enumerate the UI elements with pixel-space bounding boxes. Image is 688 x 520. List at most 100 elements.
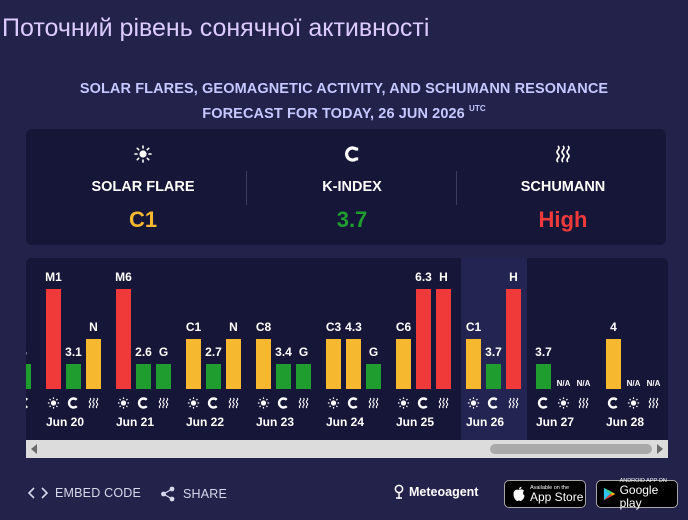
sun-ray xyxy=(469,405,472,408)
sun-ray xyxy=(469,398,472,401)
google-play-text: ANDROID APP ON Google play xyxy=(620,478,677,510)
wave-line xyxy=(165,397,169,409)
wave-line xyxy=(512,397,515,409)
sun-ray xyxy=(405,405,408,408)
meteoagent-label: Meteoagent xyxy=(409,485,479,499)
sun-core xyxy=(50,400,57,406)
wave-line xyxy=(508,397,512,409)
summary-solar-flare-label: SOLAR FLARE xyxy=(91,179,195,195)
magnet-icon xyxy=(487,397,498,409)
wave-line xyxy=(235,397,239,409)
sun-core xyxy=(190,400,197,406)
sun-ray xyxy=(565,398,568,401)
date-label: Jun 27 xyxy=(536,415,574,429)
sun-ray xyxy=(559,405,562,408)
subtitle-date: FORECAST FOR TODAY, 26 JUN 2026 xyxy=(202,106,465,122)
wave-line xyxy=(578,397,582,409)
bar-k xyxy=(606,339,621,389)
sun-icon xyxy=(117,397,130,409)
share-button[interactable]: SHARE xyxy=(160,486,227,502)
bar-label: G xyxy=(369,345,378,359)
magnet-arc xyxy=(137,397,148,409)
bar-label-na: N/A xyxy=(647,379,661,388)
wave-line xyxy=(298,397,302,409)
sun-icon xyxy=(397,397,410,409)
meteoagent-link[interactable]: Meteoagent xyxy=(393,484,478,500)
date-label: Jun 23 xyxy=(256,415,294,429)
scroll-right-arrow-icon[interactable] xyxy=(657,444,663,454)
sun-ray xyxy=(195,398,198,401)
sun-ray xyxy=(119,405,122,408)
date-label: Jun 22 xyxy=(186,415,224,429)
sun-icon xyxy=(47,397,60,409)
app-store-big: App Store xyxy=(530,489,584,504)
bar-label: M6 xyxy=(115,270,132,284)
waves-icon xyxy=(460,144,666,164)
today-summary-panel: SOLAR FLARE C1 K-INDEX 3.7 SCHUMANN High xyxy=(26,129,666,245)
google-play-small: ANDROID APP ON xyxy=(619,478,667,484)
bar-k xyxy=(486,364,501,389)
wave-line xyxy=(302,397,305,409)
magnet-icon xyxy=(537,397,548,409)
waves-icon xyxy=(298,397,309,409)
sun-ray xyxy=(329,405,332,408)
bar-schumann xyxy=(156,364,171,389)
wave-line xyxy=(442,397,445,409)
bar-label: C8 xyxy=(256,320,272,334)
bar-label: 4.3 xyxy=(345,320,362,334)
magnet-arc xyxy=(347,397,358,409)
sun-ray xyxy=(635,398,638,401)
bar-flare xyxy=(46,289,61,389)
sun-core xyxy=(400,400,407,406)
wave-line xyxy=(585,397,589,409)
wave-line xyxy=(582,397,585,409)
apple-icon xyxy=(513,486,525,501)
app-store-badge[interactable]: Available on the App Store xyxy=(504,480,586,508)
sun-ray xyxy=(49,398,52,401)
bar-label: C3 xyxy=(326,320,342,334)
wave-line xyxy=(648,397,652,409)
sun-ray xyxy=(405,398,408,401)
sun-icon xyxy=(26,144,260,164)
sun-ray xyxy=(629,398,632,401)
waves-icon xyxy=(438,397,449,409)
wave-line xyxy=(515,397,519,409)
embed-code-button[interactable]: EMBED CODE xyxy=(28,486,141,500)
bar-label: G xyxy=(299,345,308,359)
waves-icon xyxy=(158,397,169,409)
subtitle-timezone: UTC xyxy=(468,104,486,113)
page-title: Поточний рівень сонячної активності xyxy=(2,14,430,42)
scroll-left-arrow-icon[interactable] xyxy=(31,444,37,454)
waves-icon xyxy=(648,397,659,409)
magnet-icon xyxy=(244,144,460,164)
sun-icon xyxy=(257,397,270,409)
bar-label: 6.3 xyxy=(415,270,432,284)
wave-line xyxy=(162,397,165,409)
magnet-arc xyxy=(207,397,218,409)
bar-label: 4 xyxy=(610,320,617,334)
bar-label-na: N/A xyxy=(557,379,571,388)
bar-flare xyxy=(396,339,411,389)
scroll-thumb[interactable] xyxy=(490,444,652,454)
chart-scrollbar[interactable] xyxy=(26,440,668,458)
bar-k xyxy=(206,364,221,389)
wave-line xyxy=(305,397,309,409)
bar-schumann xyxy=(436,289,451,389)
bar-label-na: N/A xyxy=(627,379,641,388)
sun-icon xyxy=(467,397,480,409)
sun-ray xyxy=(265,398,268,401)
google-play-big: Google play xyxy=(619,483,659,510)
google-play-icon xyxy=(603,487,616,501)
magnet-arc xyxy=(417,397,428,409)
google-play-badge[interactable]: ANDROID APP ON Google play xyxy=(596,478,678,510)
bar-label: 3.7 xyxy=(485,345,502,359)
wave-line xyxy=(445,397,449,409)
date-label: Jun 25 xyxy=(396,415,434,429)
wave-line xyxy=(375,397,379,409)
magnet-arc xyxy=(67,397,78,409)
wave-line xyxy=(438,397,442,409)
date-label: Jun 20 xyxy=(46,415,84,429)
magnet-icon xyxy=(26,397,29,409)
date-label: Jun 24 xyxy=(326,415,364,429)
